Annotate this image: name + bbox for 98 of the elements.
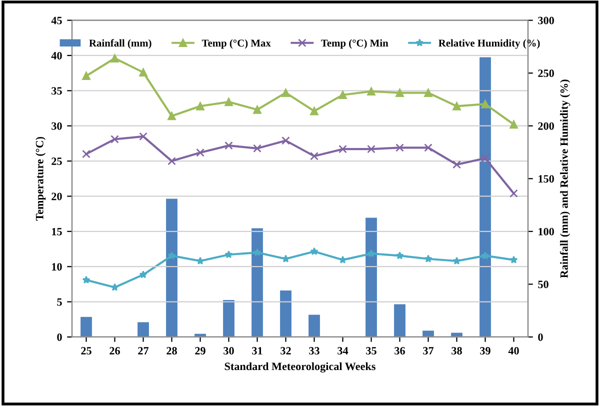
y2-tick-label: 50 <box>538 280 548 288</box>
point <box>338 144 347 154</box>
point <box>168 112 176 120</box>
y2-axis-title: Rainfall (mm) and Relative Humidity (%) <box>560 80 570 278</box>
x-tick-label: 36 <box>394 347 405 355</box>
x-tick-label: 35 <box>366 347 376 355</box>
y-tick-label: 20 <box>52 192 62 200</box>
bar <box>422 330 434 337</box>
y-tick-label: 25 <box>52 158 62 166</box>
x-tick-label: 31 <box>252 347 262 355</box>
x-tick-label: 29 <box>195 347 206 355</box>
x-axis-title: Standard Meteorological Weeks <box>224 362 376 372</box>
y-tick-label: 45 <box>51 16 62 24</box>
bar <box>394 304 406 337</box>
point <box>282 88 290 97</box>
y2-tick-label: 200 <box>538 122 554 130</box>
y-axis-title: Temperature (°C) <box>36 136 46 221</box>
y-tick-label: 5 <box>57 298 62 306</box>
point <box>224 98 233 106</box>
x-tick-label: 32 <box>280 347 291 355</box>
x-tick-label: 37 <box>423 347 434 355</box>
point <box>224 141 233 150</box>
bar <box>252 228 263 337</box>
bar <box>366 218 377 337</box>
point <box>139 68 148 77</box>
y2-tick-label: 300 <box>538 16 554 24</box>
point <box>452 256 461 264</box>
point <box>310 106 318 116</box>
bar <box>480 57 491 337</box>
point <box>110 54 119 62</box>
point <box>253 144 262 153</box>
x-tick-label: 27 <box>138 347 149 354</box>
point <box>196 256 204 264</box>
legend-label: Rainfall (mm) <box>89 39 152 49</box>
point <box>82 276 90 284</box>
y2-tick-label: 100 <box>538 228 554 236</box>
point <box>224 250 233 258</box>
point <box>110 283 119 291</box>
bar <box>80 316 92 337</box>
point <box>82 150 90 158</box>
point <box>253 106 262 114</box>
x-tick-label: 40 <box>508 347 519 355</box>
legend-label: Relative Humidity (%) <box>438 39 540 49</box>
point <box>367 87 376 96</box>
y2-tick-label: 150 <box>538 175 554 183</box>
point <box>396 144 404 152</box>
point <box>310 152 318 160</box>
x-tick-label: 38 <box>452 347 462 355</box>
x-tick-label: 28 <box>166 347 177 355</box>
x-tick-label: 34 <box>338 347 348 355</box>
y2-tick-label: 250 <box>538 70 554 78</box>
point <box>481 100 490 108</box>
legend-label: Temp (°C) Max <box>202 39 271 49</box>
y-tick-label: 15 <box>52 228 62 236</box>
point <box>253 248 262 256</box>
bar <box>223 300 234 337</box>
point <box>310 247 318 255</box>
point <box>367 144 376 154</box>
point <box>338 90 347 100</box>
bar <box>138 322 149 337</box>
y-tick-label: 10 <box>52 263 62 271</box>
point <box>196 148 204 157</box>
point <box>110 135 119 144</box>
legend-label: Temp (°C) Min <box>321 39 388 49</box>
point <box>452 102 461 110</box>
point <box>367 249 376 258</box>
bar <box>308 314 320 337</box>
y-tick-label: 40 <box>51 52 62 60</box>
y-tick-label: 30 <box>52 122 62 130</box>
point <box>396 88 404 97</box>
point <box>282 254 290 262</box>
x-tick-label: 26 <box>110 347 120 355</box>
point <box>424 254 432 262</box>
point <box>424 144 432 152</box>
x-tick-label: 30 <box>224 347 234 355</box>
point <box>139 132 148 141</box>
point <box>510 120 518 129</box>
point <box>196 102 204 110</box>
point <box>82 72 90 80</box>
x-tick-label: 25 <box>81 347 92 355</box>
point <box>510 256 518 264</box>
x-tick-label: 33 <box>309 347 320 355</box>
point <box>168 252 176 260</box>
y-tick-label: 35 <box>52 87 62 95</box>
point <box>424 88 432 97</box>
point <box>452 160 461 169</box>
point <box>139 270 148 278</box>
x-tick-label: 39 <box>480 347 490 355</box>
point <box>510 189 518 198</box>
y-tick-label: 0 <box>57 333 62 341</box>
bar <box>280 290 292 337</box>
point <box>168 156 176 166</box>
bar <box>166 198 178 337</box>
point <box>481 154 490 162</box>
point <box>396 252 404 260</box>
point <box>481 252 490 260</box>
y2-tick-label: 0 <box>538 333 543 341</box>
point <box>282 136 290 145</box>
